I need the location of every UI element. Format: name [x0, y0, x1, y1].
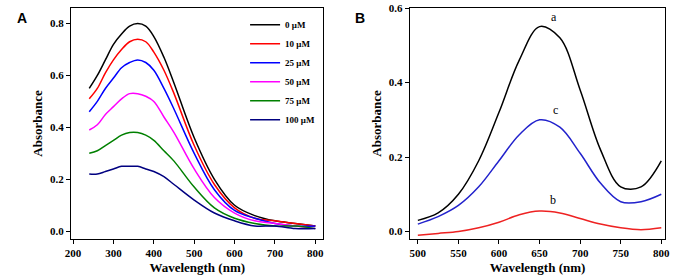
- svg-text:0.8: 0.8: [50, 17, 64, 29]
- svg-text:600: 600: [491, 247, 508, 259]
- svg-text:500: 500: [410, 247, 427, 259]
- svg-text:0.2: 0.2: [389, 151, 403, 163]
- svg-text:c: c: [553, 103, 558, 117]
- svg-text:800: 800: [653, 247, 670, 259]
- svg-text:650: 650: [531, 247, 548, 259]
- svg-text:0.4: 0.4: [389, 76, 403, 88]
- svg-text:25 μM: 25 μM: [285, 58, 310, 68]
- svg-text:700: 700: [572, 247, 589, 259]
- svg-text:600: 600: [226, 247, 243, 259]
- svg-text:75 μM: 75 μM: [285, 96, 310, 106]
- svg-text:200: 200: [65, 247, 82, 259]
- svg-text:750: 750: [612, 247, 629, 259]
- svg-text:400: 400: [146, 247, 163, 259]
- svg-text:0.0: 0.0: [50, 225, 64, 237]
- svg-text:A: A: [17, 10, 27, 26]
- svg-text:Wavelength (nm): Wavelength (nm): [490, 260, 586, 275]
- svg-text:100 μM: 100 μM: [285, 115, 315, 125]
- svg-text:50 μM: 50 μM: [285, 77, 310, 87]
- svg-text:0 μM: 0 μM: [285, 20, 306, 30]
- svg-text:0.0: 0.0: [389, 225, 403, 237]
- svg-text:0.2: 0.2: [50, 173, 64, 185]
- svg-text:800: 800: [307, 247, 324, 259]
- svg-text:Absorbance: Absorbance: [369, 90, 384, 157]
- svg-text:550: 550: [450, 247, 467, 259]
- svg-text:B: B: [355, 10, 365, 26]
- svg-text:300: 300: [105, 247, 122, 259]
- svg-text:b: b: [550, 193, 556, 207]
- svg-text:a: a: [551, 10, 557, 24]
- svg-text:Wavelength (nm): Wavelength (nm): [149, 260, 245, 275]
- svg-text:0.4: 0.4: [50, 121, 64, 133]
- svg-text:10 μM: 10 μM: [285, 39, 310, 49]
- svg-text:700: 700: [267, 247, 284, 259]
- svg-text:Absorbance: Absorbance: [30, 90, 45, 157]
- svg-text:0.6: 0.6: [389, 2, 403, 14]
- svg-text:0.6: 0.6: [50, 69, 64, 81]
- svg-text:500: 500: [186, 247, 203, 259]
